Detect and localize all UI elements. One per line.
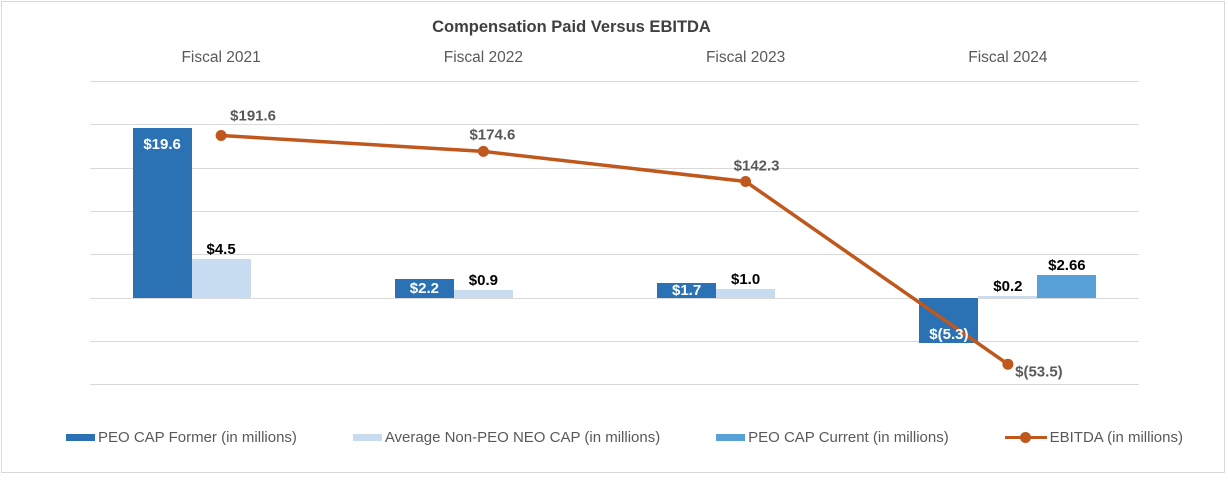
ebitda-label: $(53.5) (1015, 363, 1063, 381)
bar-label: $(5.3) (929, 325, 969, 343)
bar-average-non-peo-neo-1 (191, 258, 251, 298)
legend-line-swatch (1004, 432, 1047, 443)
bar-label: $2.66 (1048, 256, 1086, 274)
ebitda-marker (1002, 358, 1014, 370)
category-label-1: Fiscal 2021 (181, 49, 261, 66)
legend-line-dot (1019, 432, 1031, 443)
gridline (90, 81, 1139, 82)
gridline (90, 297, 1139, 299)
gridline (90, 341, 1139, 342)
legend-item-3: PEO CAP Current (in millions) (716, 429, 949, 446)
chart-legend: PEO CAP Former (in millions) Average Non-… (66, 429, 1183, 446)
ebitda-marker (477, 145, 489, 157)
ebitda-marker (740, 176, 752, 187)
bar-label: $0.9 (468, 271, 498, 289)
bar-peo-cap-former-1 (132, 127, 192, 298)
legend-label: EBITDA (in millions) (1049, 429, 1183, 446)
category-label-2: Fiscal 2022 (443, 49, 524, 66)
bar-label: $2.2 (409, 279, 439, 297)
legend-item-1: PEO CAP Former (in millions) (66, 429, 297, 446)
legend-swatch (716, 434, 746, 441)
bar-average-non-peo-neo-4 (978, 295, 1038, 298)
ebitda-label: $142.3 (733, 157, 780, 174)
chart-title: Compensation Paid Versus EBITDA (432, 18, 711, 36)
gridline (90, 384, 1139, 386)
legend-swatch (352, 434, 382, 441)
ebitda-marker (215, 130, 227, 141)
gridline (90, 254, 1139, 256)
legend-label: PEO CAP Former (in millions) (98, 429, 297, 446)
bar-label: $19.6 (143, 135, 181, 153)
legend-item-4: EBITDA (in millions) (1004, 429, 1183, 446)
bar-average-non-peo-neo-2 (453, 289, 513, 298)
legend-swatch (66, 434, 95, 441)
ebitda-label: $174.6 (469, 126, 516, 144)
bar-label: $0.2 (993, 277, 1023, 295)
ebitda-line (220, 133, 1009, 366)
ebitda-label: $191.6 (230, 107, 277, 124)
legend-item-2: Average Non-PEO NEO CAP (in millions) (352, 429, 661, 446)
bar-label: $4.5 (206, 240, 236, 258)
category-label-3: Fiscal 2023 (705, 49, 786, 66)
gridline (90, 211, 1139, 212)
legend-label: PEO CAP Current (in millions) (748, 429, 949, 446)
bar-average-non-peo-neo-3 (716, 289, 776, 298)
gridline (90, 167, 1139, 169)
bar-peo-cap-current-4 (1037, 274, 1097, 298)
legend-label: Average Non-PEO NEO CAP (in millions) (384, 429, 661, 446)
category-label-4: Fiscal 2024 (968, 49, 1048, 66)
bar-label: $1.0 (730, 271, 761, 288)
gridline (90, 124, 1139, 126)
bar-label: $1.7 (671, 281, 702, 299)
